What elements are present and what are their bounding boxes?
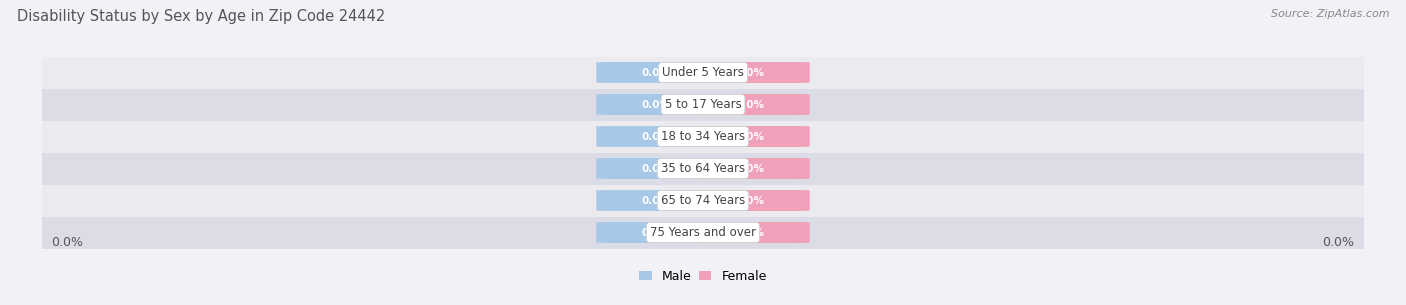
Text: 18 to 34 Years: 18 to 34 Years xyxy=(661,130,745,143)
Text: 0.0%: 0.0% xyxy=(641,228,671,238)
FancyBboxPatch shape xyxy=(690,190,810,211)
Text: 65 to 74 Years: 65 to 74 Years xyxy=(661,194,745,207)
FancyBboxPatch shape xyxy=(596,190,716,211)
Text: 35 to 64 Years: 35 to 64 Years xyxy=(661,162,745,175)
Text: 0.0%: 0.0% xyxy=(735,99,765,109)
Bar xyxy=(42,56,1364,88)
FancyBboxPatch shape xyxy=(596,62,716,83)
FancyBboxPatch shape xyxy=(596,222,716,243)
Text: 75 Years and over: 75 Years and over xyxy=(650,226,756,239)
FancyBboxPatch shape xyxy=(690,62,810,83)
Text: 0.0%: 0.0% xyxy=(735,131,765,142)
Text: 0.0%: 0.0% xyxy=(735,196,765,206)
FancyBboxPatch shape xyxy=(596,126,716,147)
Text: 0.0%: 0.0% xyxy=(52,236,83,249)
Legend: Male, Female: Male, Female xyxy=(636,266,770,287)
FancyBboxPatch shape xyxy=(690,94,810,115)
Text: Under 5 Years: Under 5 Years xyxy=(662,66,744,79)
Text: 0.0%: 0.0% xyxy=(735,67,765,77)
FancyBboxPatch shape xyxy=(690,158,810,179)
Bar xyxy=(42,88,1364,120)
Text: Source: ZipAtlas.com: Source: ZipAtlas.com xyxy=(1271,9,1389,19)
Text: 5 to 17 Years: 5 to 17 Years xyxy=(665,98,741,111)
Bar xyxy=(42,217,1364,249)
FancyBboxPatch shape xyxy=(596,94,716,115)
FancyBboxPatch shape xyxy=(596,158,716,179)
FancyBboxPatch shape xyxy=(690,126,810,147)
FancyBboxPatch shape xyxy=(690,222,810,243)
Text: 0.0%: 0.0% xyxy=(641,99,671,109)
Text: 0.0%: 0.0% xyxy=(641,131,671,142)
Bar xyxy=(42,185,1364,217)
Text: 0.0%: 0.0% xyxy=(641,67,671,77)
Text: 0.0%: 0.0% xyxy=(641,196,671,206)
Bar xyxy=(42,120,1364,152)
Text: Disability Status by Sex by Age in Zip Code 24442: Disability Status by Sex by Age in Zip C… xyxy=(17,9,385,24)
Text: 0.0%: 0.0% xyxy=(1323,236,1354,249)
Text: 0.0%: 0.0% xyxy=(641,163,671,174)
Bar xyxy=(42,152,1364,185)
Text: 0.0%: 0.0% xyxy=(735,163,765,174)
Text: 0.0%: 0.0% xyxy=(735,228,765,238)
